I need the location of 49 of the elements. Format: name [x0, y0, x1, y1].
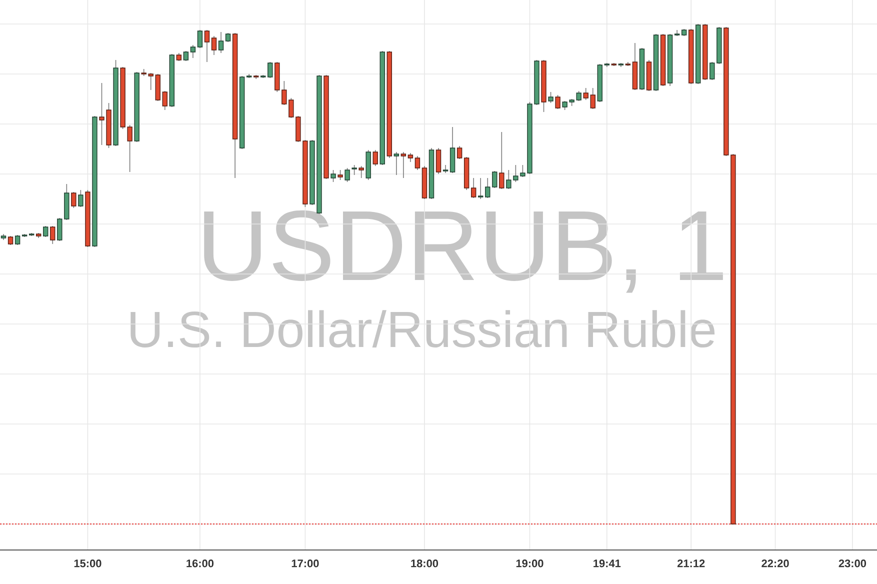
- candlestick: [583, 88, 588, 100]
- candlestick: [470, 178, 476, 198]
- x-tick-label: 18:00: [411, 560, 438, 568]
- candlestick: [456, 146, 462, 160]
- candlestick: [204, 30, 210, 62]
- candlestick: [478, 178, 484, 200]
- x-tick-label: 16:00: [186, 560, 214, 568]
- candlestick: [394, 152, 400, 176]
- candlestick: [590, 88, 596, 110]
- candlestick: [485, 178, 490, 198]
- x-tick-label: 19:41: [594, 560, 621, 568]
- candlestick: [148, 72, 154, 90]
- candlestick: [183, 50, 189, 62]
- candlestick: [450, 126, 456, 174]
- x-tick-label: 19:00: [516, 560, 544, 568]
- candlestick: [197, 30, 203, 48]
- candlestick: [710, 62, 715, 80]
- x-tick-label: 23:00: [838, 560, 866, 568]
- candlestick: [414, 156, 420, 170]
- candlestick: [358, 166, 364, 178]
- candlestick: [442, 164, 448, 174]
- text: USDRUB, 1: [204, 210, 723, 293]
- candlestick: [190, 44, 196, 58]
- candlestick: [162, 90, 168, 110]
- candlestick: [211, 36, 217, 56]
- candlestick: [50, 226, 56, 244]
- x-tick-label: 21:12: [677, 560, 705, 568]
- candlestick: [492, 170, 498, 188]
- x-tick-label: 15:00: [74, 560, 102, 568]
- candlestick: [71, 192, 76, 208]
- x-tick-label: 22:20: [762, 560, 789, 568]
- candlestick: [78, 190, 84, 208]
- candlestick: [218, 32, 224, 54]
- candlestick: [330, 170, 336, 182]
- candlestick: [372, 150, 378, 166]
- text: U.S. Dollar/Russian Ruble: [130, 310, 715, 348]
- candlestick: [268, 62, 273, 78]
- candlestick: [344, 168, 350, 182]
- candlestick: [43, 226, 48, 238]
- candlestick: [338, 170, 343, 180]
- x-tick-label: 17:00: [292, 560, 319, 568]
- candlestick: [499, 132, 504, 190]
- candlestick: [436, 148, 442, 174]
- candlestick: [57, 218, 62, 242]
- candlestick: [548, 92, 554, 104]
- candlestick: [352, 164, 357, 176]
- candlestick: [14, 234, 20, 246]
- candlestick: [555, 94, 560, 110]
- candlestick: [400, 152, 406, 178]
